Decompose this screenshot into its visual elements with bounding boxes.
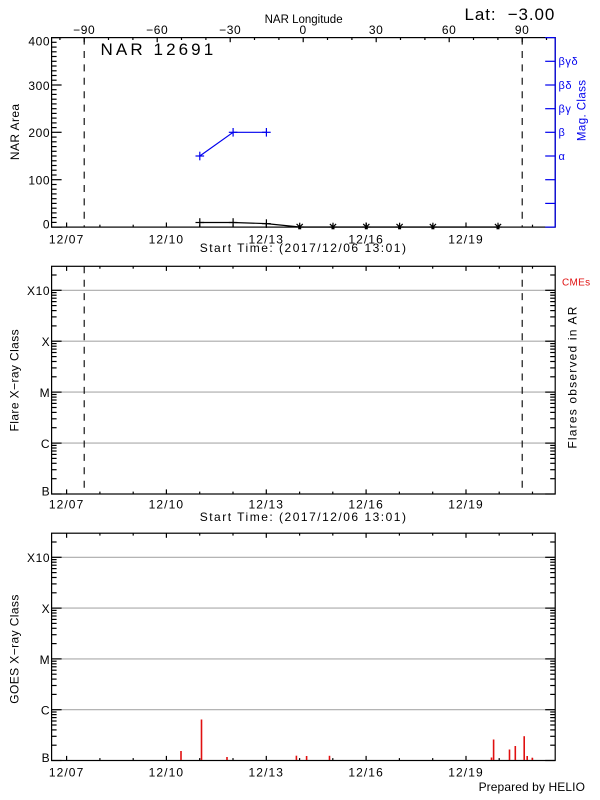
svg-text:NAR 12691: NAR 12691 xyxy=(101,40,217,59)
svg-text:X: X xyxy=(42,602,51,616)
svg-text:Lat: −3.00: Lat: −3.00 xyxy=(465,5,556,24)
svg-text:βγδ: βγδ xyxy=(559,56,579,68)
svg-text:12/16: 12/16 xyxy=(348,765,384,779)
svg-text:Flares observed in AR: Flares observed in AR xyxy=(566,305,580,448)
svg-text:GOES X−ray Class: GOES X−ray Class xyxy=(8,594,22,703)
svg-text:12/10: 12/10 xyxy=(149,498,185,512)
svg-text:M: M xyxy=(40,386,51,400)
svg-text:βδ: βδ xyxy=(559,80,573,92)
svg-text:C: C xyxy=(41,704,50,718)
svg-text:12/13: 12/13 xyxy=(249,498,285,512)
svg-text:β: β xyxy=(559,127,566,139)
svg-text:12/19: 12/19 xyxy=(448,765,484,779)
svg-text:400: 400 xyxy=(28,34,50,48)
svg-text:90: 90 xyxy=(515,23,530,37)
svg-text:X10: X10 xyxy=(27,551,50,565)
svg-text:M: M xyxy=(40,653,51,667)
svg-text:Mag. Class: Mag. Class xyxy=(577,80,589,142)
svg-text:300: 300 xyxy=(28,79,50,93)
svg-text:C: C xyxy=(41,437,50,451)
svg-text:B: B xyxy=(42,751,51,765)
svg-text:12/07: 12/07 xyxy=(49,765,85,779)
svg-text:12/13: 12/13 xyxy=(249,232,285,246)
svg-text:30: 30 xyxy=(369,23,384,37)
svg-text:12/16: 12/16 xyxy=(348,232,384,246)
svg-text:12/07: 12/07 xyxy=(49,498,85,512)
svg-text:NAR Area: NAR Area xyxy=(8,104,22,161)
svg-text:−60: −60 xyxy=(146,23,168,37)
svg-text:100: 100 xyxy=(28,174,50,188)
svg-text:12/13: 12/13 xyxy=(249,765,285,779)
svg-text:Start Time: (2017/12/06 13:01): Start Time: (2017/12/06 13:01) xyxy=(200,510,408,524)
svg-text:Start Time: (2017/12/06 13:01): Start Time: (2017/12/06 13:01) xyxy=(200,241,408,255)
svg-text:Flare X−ray Class: Flare X−ray Class xyxy=(8,329,22,432)
svg-text:12/16: 12/16 xyxy=(348,498,384,512)
svg-text:α: α xyxy=(559,151,566,163)
svg-text:60: 60 xyxy=(442,23,457,37)
svg-text:−30: −30 xyxy=(219,23,241,37)
svg-text:12/19: 12/19 xyxy=(448,232,484,246)
svg-text:X10: X10 xyxy=(27,284,50,298)
svg-text:12/10: 12/10 xyxy=(149,232,185,246)
svg-text:12/19: 12/19 xyxy=(448,498,484,512)
svg-text:NAR Longitude: NAR Longitude xyxy=(265,14,343,26)
svg-text:12/07: 12/07 xyxy=(49,232,85,246)
svg-text:12/10: 12/10 xyxy=(149,765,185,779)
svg-text:0: 0 xyxy=(300,23,307,37)
svg-text:B: B xyxy=(42,484,51,498)
svg-text:Prepared by HELIO: Prepared by HELIO xyxy=(479,780,585,794)
svg-text:CMEs: CMEs xyxy=(562,278,590,289)
svg-text:200: 200 xyxy=(28,126,50,140)
svg-text:−90: −90 xyxy=(73,23,95,37)
svg-text:βγ: βγ xyxy=(559,104,572,116)
svg-text:X: X xyxy=(42,335,51,349)
svg-text:0: 0 xyxy=(43,217,50,231)
